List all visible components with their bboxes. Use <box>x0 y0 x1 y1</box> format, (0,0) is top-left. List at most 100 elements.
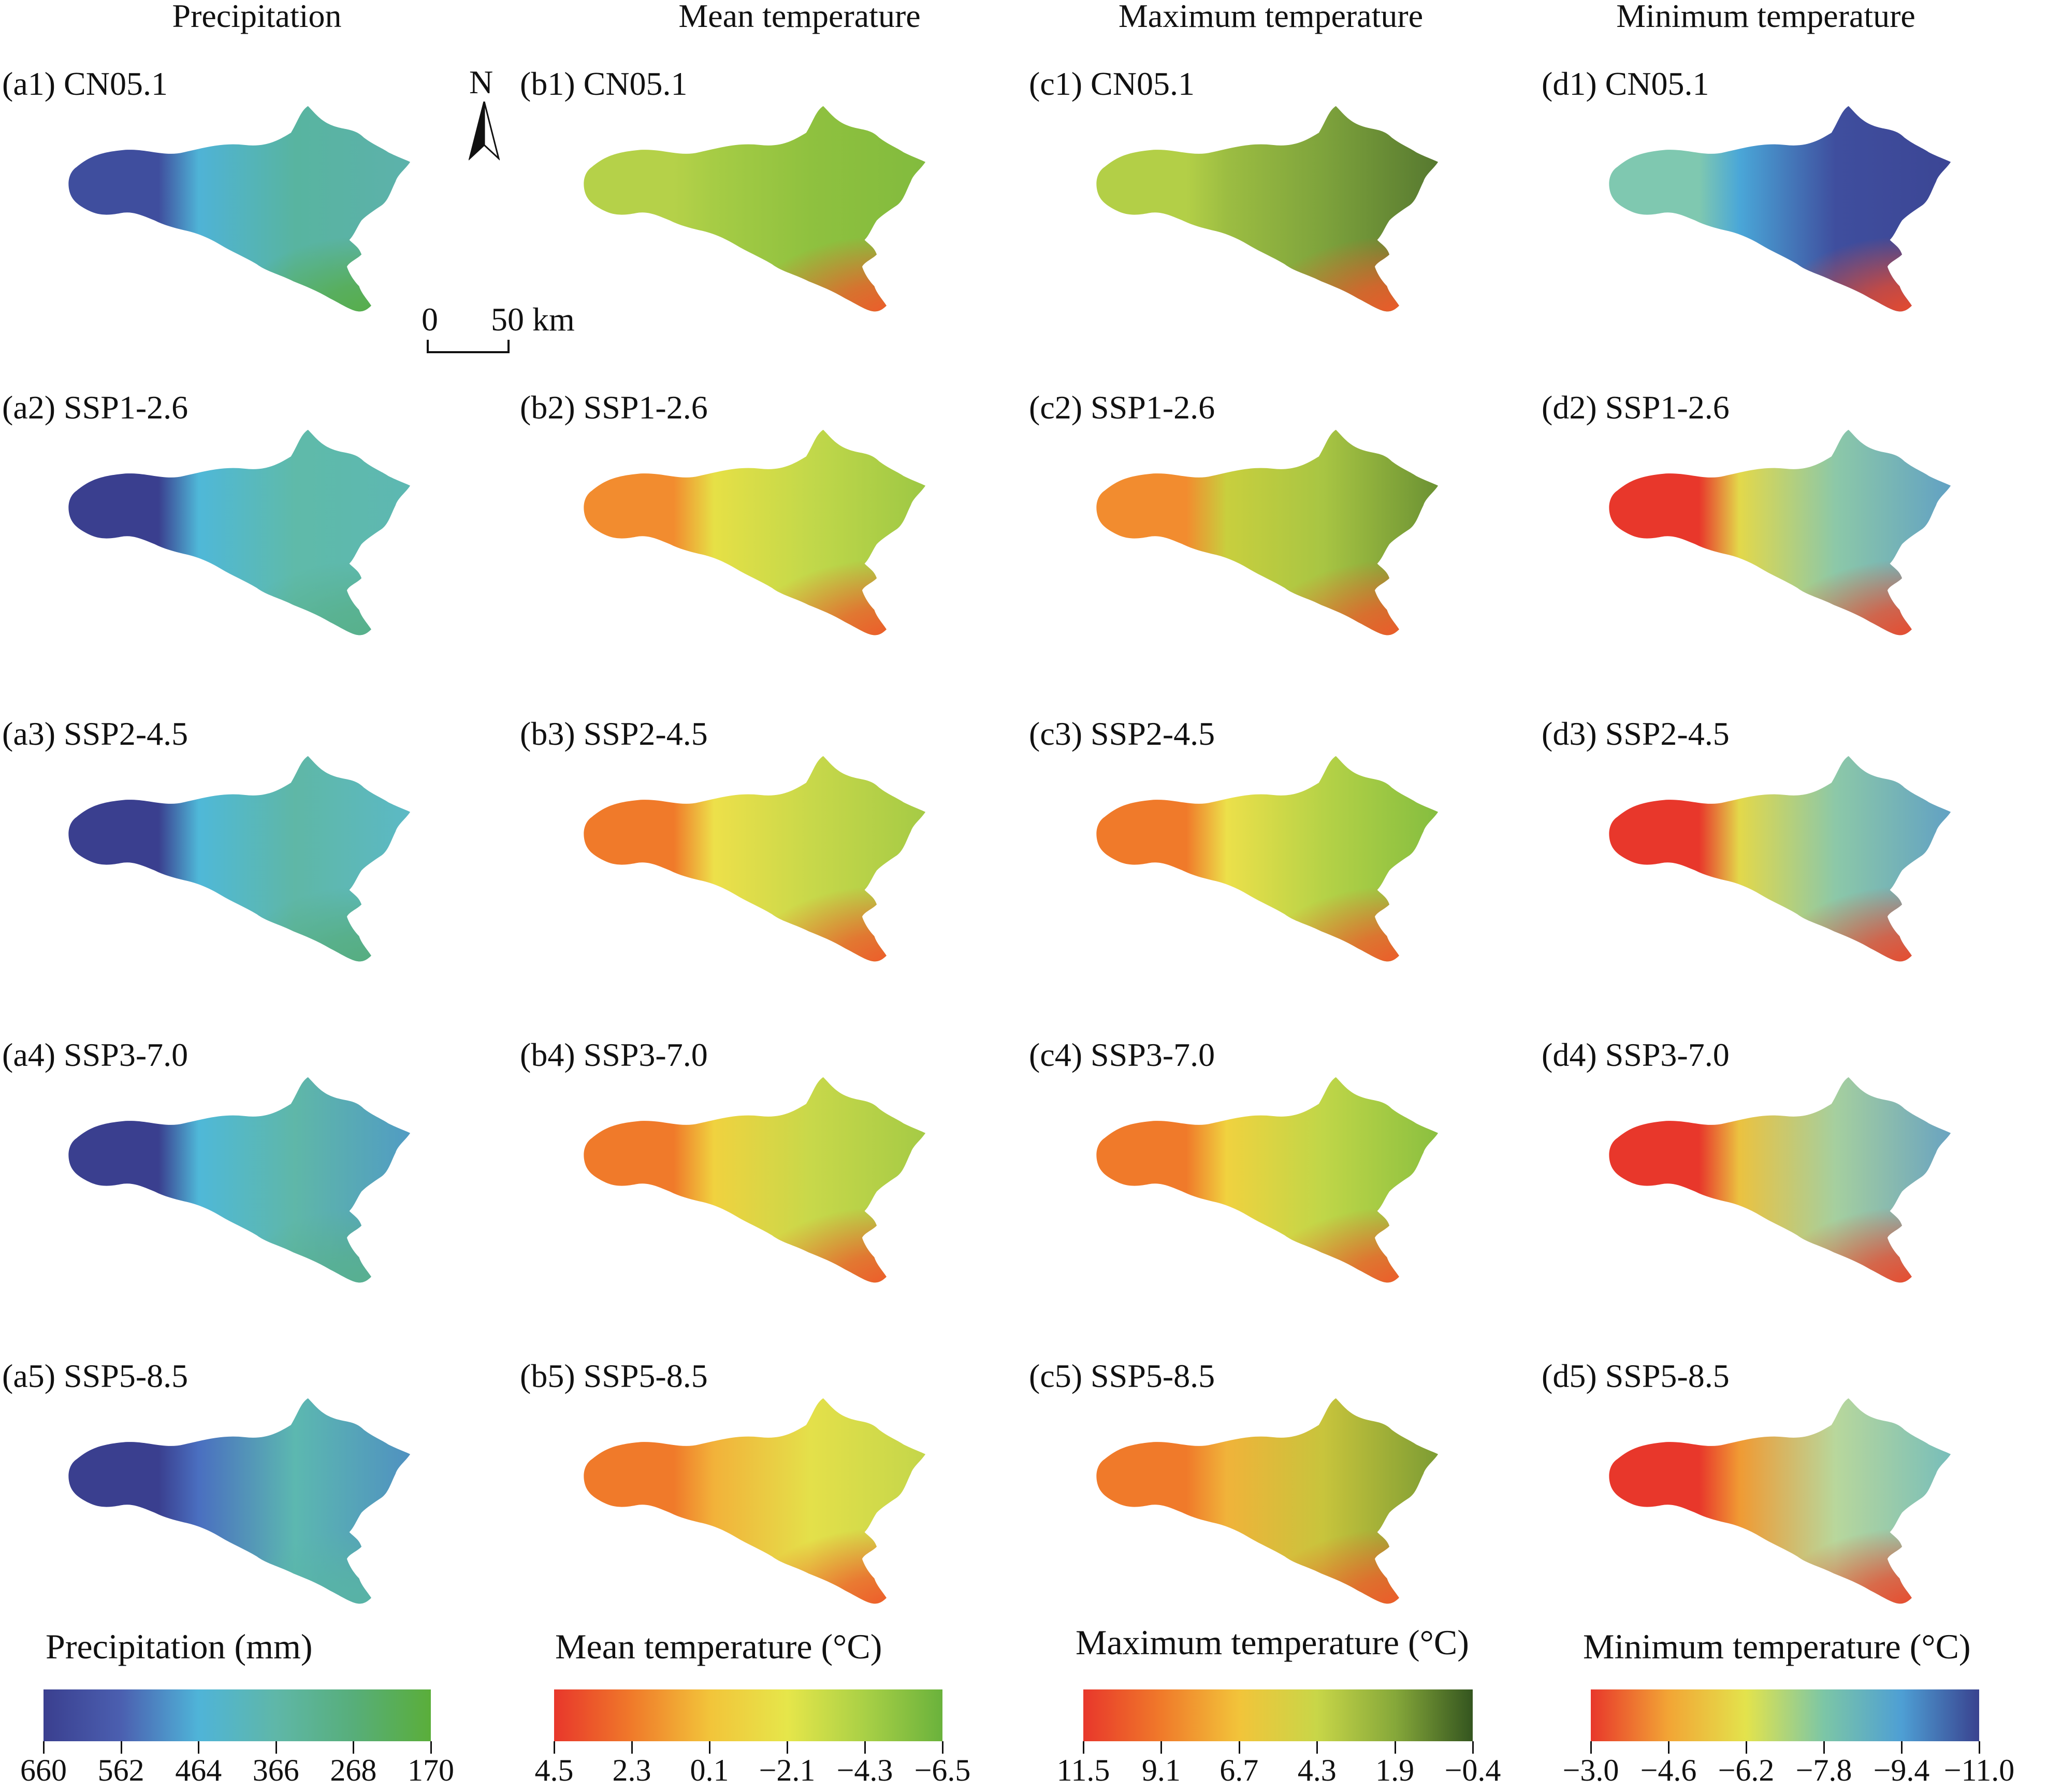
colorbar-tick-label: 660 <box>20 1753 67 1787</box>
colorbar-tick <box>631 1741 633 1754</box>
panel-label: (c1) CN05.1 <box>1029 65 1195 102</box>
colorbar-tick-label: 1.9 <box>1375 1753 1415 1787</box>
colorbar-tick <box>1979 1741 1980 1754</box>
colorbar-title: Precipitation (mm) <box>46 1627 313 1666</box>
panel-label: (b2) SSP1-2.6 <box>520 389 708 426</box>
scale-start-label: 0 <box>422 301 438 338</box>
colorbar-tick-label: 4.5 <box>534 1753 574 1787</box>
colorbar-tick-label: −6.5 <box>914 1753 971 1787</box>
colorbar-tick <box>709 1741 710 1754</box>
panel-label: (a5) SSP5-8.5 <box>2 1357 188 1394</box>
panel-label: (c3) SSP2-4.5 <box>1029 715 1215 752</box>
catchment-map <box>584 1398 926 1604</box>
colorbar-tick-label: −11.0 <box>1943 1753 2015 1787</box>
colorbar <box>554 1689 942 1741</box>
catchment-map <box>1096 106 1439 312</box>
catchment-map <box>584 106 926 312</box>
scale-end-label: 50 km <box>491 301 575 338</box>
north-label: N <box>469 64 493 100</box>
scale-bar <box>427 340 510 353</box>
colorbar <box>43 1689 431 1741</box>
panel-label: (a2) SSP1-2.6 <box>2 389 188 426</box>
colorbar-tick <box>554 1741 555 1754</box>
colorbar <box>1083 1689 1473 1741</box>
panel-label: (d4) SSP3-7.0 <box>1542 1036 1730 1073</box>
column-title: Minimum temperature <box>1616 0 1915 34</box>
column-title: Mean temperature <box>678 0 921 34</box>
colorbar-tick-label: 2.3 <box>612 1753 651 1787</box>
catchment-map <box>68 429 411 635</box>
colorbar-tick-label: −0.4 <box>1444 1753 1501 1787</box>
panel-label: (d5) SSP5-8.5 <box>1542 1357 1730 1394</box>
panel-label: (c4) SSP3-7.0 <box>1029 1036 1215 1073</box>
catchment-map <box>584 429 926 635</box>
colorbar-tick-label: 268 <box>330 1753 377 1787</box>
catchment-map <box>68 106 411 312</box>
colorbar-title: Mean temperature (°C) <box>555 1627 882 1666</box>
panel-label: (b1) CN05.1 <box>520 65 688 102</box>
colorbar-tick-label: 562 <box>97 1753 144 1787</box>
colorbar-tick <box>1472 1741 1474 1754</box>
colorbar-tick <box>942 1741 943 1754</box>
colorbar-tick <box>1316 1741 1318 1754</box>
catchment-map <box>1609 756 1951 962</box>
colorbar-tick <box>1668 1741 1669 1754</box>
catchment-map <box>584 1077 926 1283</box>
panel-label: (a3) SSP2-4.5 <box>2 715 188 752</box>
panel-label: (b3) SSP2-4.5 <box>520 715 708 752</box>
colorbar-tick-label: 4.3 <box>1297 1753 1337 1787</box>
catchment-map <box>1096 756 1439 962</box>
catchment-map <box>1609 429 1951 635</box>
north-arrow-icon <box>469 102 500 161</box>
colorbar-title: Maximum temperature (°C) <box>1076 1623 1469 1662</box>
colorbar-tick <box>1160 1741 1163 1754</box>
colorbar-tick-label: 9.1 <box>1141 1753 1181 1787</box>
colorbar-tick-label: −4.6 <box>1640 1753 1697 1787</box>
catchment-map <box>1609 106 1951 312</box>
colorbar-tick-label: −2.1 <box>759 1753 816 1787</box>
colorbar-tick <box>1394 1741 1396 1754</box>
panel-label: (d3) SSP2-4.5 <box>1542 715 1730 752</box>
catchment-map <box>1609 1077 1951 1283</box>
colorbar-tick <box>120 1741 122 1754</box>
catchment-map <box>1609 1398 1951 1604</box>
colorbar-tick <box>198 1741 200 1754</box>
panel-label: (b5) SSP5-8.5 <box>520 1357 708 1394</box>
colorbar-tick-label: −4.3 <box>836 1753 893 1787</box>
panel-label: (c5) SSP5-8.5 <box>1029 1357 1215 1394</box>
column-title: Precipitation <box>172 0 342 34</box>
colorbar-tick-label: −7.8 <box>1795 1753 1852 1787</box>
colorbar-tick <box>1238 1741 1240 1754</box>
panel-label: (c2) SSP1-2.6 <box>1029 389 1215 426</box>
colorbar-tick <box>1746 1741 1747 1754</box>
colorbar-tick-label: 170 <box>408 1753 454 1787</box>
panel-label: (b4) SSP3-7.0 <box>520 1036 708 1073</box>
colorbar-tick <box>43 1741 45 1754</box>
colorbar <box>1591 1689 1979 1741</box>
colorbar-tick <box>1083 1741 1084 1754</box>
colorbar-tick <box>430 1741 432 1754</box>
colorbar-tick-label: −6.2 <box>1718 1753 1775 1787</box>
colorbar-tick <box>1823 1741 1825 1754</box>
colorbar-tick <box>864 1741 866 1754</box>
catchment-map <box>1096 429 1439 635</box>
colorbar-tick-label: 366 <box>252 1753 299 1787</box>
panel-label: (a4) SSP3-7.0 <box>2 1036 188 1073</box>
colorbar-tick <box>353 1741 355 1754</box>
catchment-map <box>584 756 926 962</box>
catchment-map <box>1096 1398 1439 1604</box>
colorbar-tick <box>787 1741 788 1754</box>
catchment-map <box>68 756 411 962</box>
panel-label: (d2) SSP1-2.6 <box>1542 389 1730 426</box>
colorbar-tick-label: 11.5 <box>1056 1753 1110 1787</box>
catchment-map <box>68 1077 411 1283</box>
colorbar-tick-label: 0.1 <box>690 1753 729 1787</box>
catchment-map <box>1096 1077 1439 1283</box>
colorbar-tick <box>1901 1741 1903 1754</box>
colorbar-tick-label: −3.0 <box>1562 1753 1619 1787</box>
colorbar-tick-label: −9.4 <box>1873 1753 1930 1787</box>
panel-label: (a1) CN05.1 <box>2 65 168 102</box>
colorbar-tick <box>1590 1741 1592 1754</box>
catchment-map <box>68 1398 411 1604</box>
colorbar-tick-label: 6.7 <box>1220 1753 1259 1787</box>
